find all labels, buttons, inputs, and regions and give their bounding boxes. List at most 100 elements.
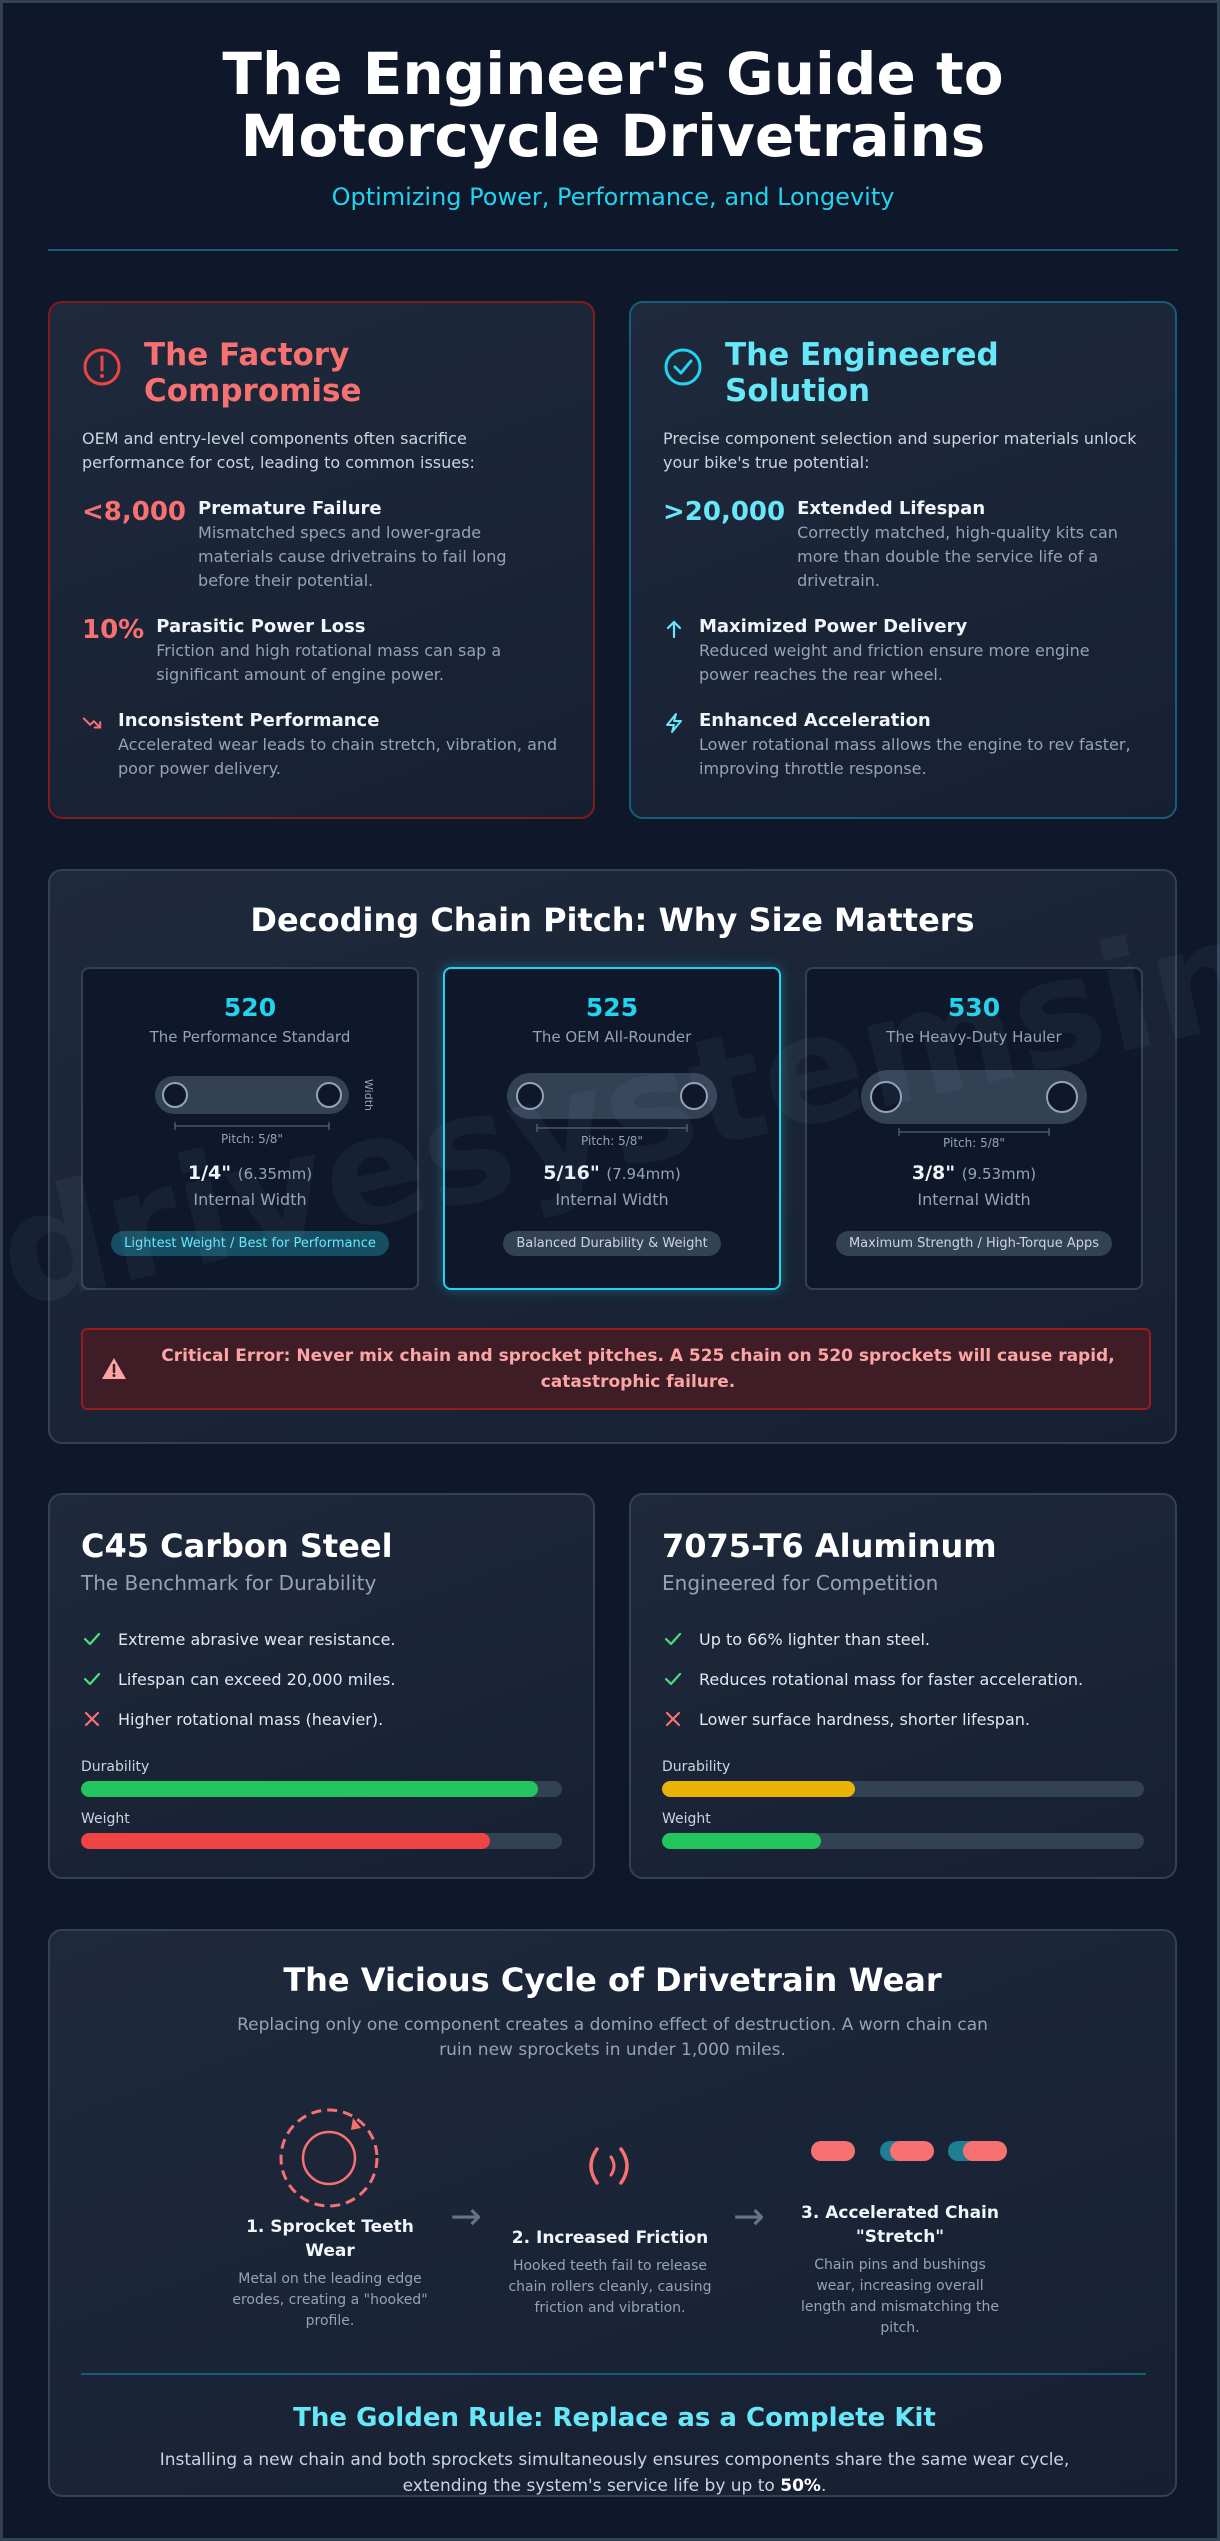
aluminum-title: 7075-T6 Aluminum <box>662 1527 997 1565</box>
aluminum-feature: Up to 66% lighter than steel. <box>662 1619 1144 1659</box>
steel-feature: Extreme abrasive wear resistance. <box>81 1619 562 1659</box>
aluminum-feature: Reduces rotational mass for faster accel… <box>662 1659 1144 1699</box>
factory-intro: OEM and entry-level components often sac… <box>82 429 475 472</box>
pitch-size-520: 520 <box>223 993 277 1022</box>
pitch-card-530: 530 The Heavy-Duty Hauler Pitch: 5/8" 3/… <box>805 967 1143 1290</box>
factory-item-failure: <8,000 Premature Failure Mismatched spec… <box>82 497 561 593</box>
aluminum-weight-label: Weight <box>662 1811 711 1827</box>
power-heading: Maximized Power Delivery <box>699 616 968 637</box>
pitch-label-525: Pitch: 5/8" <box>581 1134 643 1148</box>
aluminum-feature-text: Lower surface hardness, shorter lifespan… <box>699 1709 1030 1729</box>
step-3-heading: 3. Accelerated Chain "Stretch" <box>801 2203 999 2247</box>
lifespan-stat: >20,000 <box>663 497 786 527</box>
check-icon <box>664 1672 682 1686</box>
internal-width-label-525: Internal Width <box>555 1190 669 1209</box>
lightning-icon <box>666 713 682 733</box>
pitch-tag-520: Lightest Weight / Best for Performance <box>111 1231 389 1256</box>
factory-title: The Factory Compromise <box>144 337 362 409</box>
golden-rule-text: Installing a new chain and both sprocket… <box>155 2447 1075 2499</box>
factory-title-line-2: Compromise <box>144 373 362 409</box>
engineered-title-line-1: The Engineered <box>725 337 999 373</box>
lifespan-desc: Correctly matched, high-quality kits can… <box>797 523 1118 590</box>
power-loss-heading: Parasitic Power Loss <box>156 616 366 637</box>
aluminum-durability-fill <box>662 1781 855 1797</box>
golden-rule-title: The Golden Rule: Replace as a Complete K… <box>293 2403 936 2433</box>
friction-icon <box>589 2147 629 2185</box>
pitch-subtitle-520: The Performance Standard <box>149 1028 351 1046</box>
cycle-title: The Vicious Cycle of Drivetrain Wear <box>283 1961 942 1999</box>
pitch-width-530: 3/8" (9.53mm) <box>807 1162 1141 1184</box>
golden-rule: The Golden Rule: Replace as a Complete K… <box>50 2403 1179 2499</box>
cross-icon <box>84 1711 100 1727</box>
width-mm-525: (7.94mm) <box>606 1165 681 1183</box>
aluminum-weight-bar <box>662 1833 1144 1849</box>
pitch-card-520: 520 The Performance Standard Pitch: 5/8"… <box>81 967 419 1290</box>
cycle-step-2: 2. Increased Friction Hooked teeth fail … <box>505 2226 715 2319</box>
pitch-label-520: Pitch: 5/8" <box>221 1132 283 1146</box>
engineered-title-line-2: Solution <box>725 373 871 409</box>
engineered-solution-card: The Engineered Solution Precise componen… <box>629 301 1177 819</box>
check-icon <box>83 1672 101 1686</box>
width-value-525: 5/16" <box>543 1162 600 1184</box>
page-header: The Engineer's Guide to Motorcycle Drive… <box>48 43 1178 211</box>
header-divider <box>48 249 1178 251</box>
width-mm-530: (9.53mm) <box>961 1165 1037 1183</box>
cycle-subtitle: Replacing only one component creates a d… <box>237 2015 988 2060</box>
steel-subtitle: The Benchmark for Durability <box>81 1571 377 1595</box>
internal-width-label-520: Internal Width <box>193 1190 307 1209</box>
alert-circle-icon <box>83 348 121 386</box>
pitch-tag-530: Maximum Strength / High-Torque Apps <box>835 1231 1113 1256</box>
acceleration-desc: Lower rotational mass allows the engine … <box>699 735 1131 778</box>
steel-features: Extreme abrasive wear resistance. Lifesp… <box>81 1619 562 1739</box>
width-value-520: 1/4" <box>187 1162 232 1184</box>
golden-rule-body: Installing a new chain and both sprocket… <box>159 2450 1070 2496</box>
step-1-desc: Metal on the leading edge erodes, creati… <box>232 2271 428 2329</box>
title-line-1: The Engineer's Guide to <box>222 40 1004 108</box>
engineered-item-acceleration: Enhanced Acceleration Lower rotational m… <box>663 709 1143 781</box>
step-3-desc: Chain pins and bushings wear, increasing… <box>800 2257 1000 2336</box>
power-loss-stat: 10% <box>82 615 145 645</box>
internal-width-label-530: Internal Width <box>917 1190 1031 1209</box>
inconsistent-desc: Accelerated wear leads to chain stretch,… <box>118 735 558 778</box>
steel-feature-text: Extreme abrasive wear resistance. <box>118 1629 396 1649</box>
failure-heading: Premature Failure <box>198 498 382 519</box>
worn-sprocket-icon <box>279 2108 379 2208</box>
check-icon <box>664 1632 682 1646</box>
width-value-530: 3/8" <box>911 1162 956 1184</box>
power-desc: Reduced weight and friction ensure more … <box>699 641 1090 684</box>
vicious-cycle-section: The Vicious Cycle of Drivetrain Wear Rep… <box>48 1929 1177 2497</box>
steel-feature: Lifespan can exceed 20,000 miles. <box>81 1659 562 1699</box>
chain-link-530-diagram: Pitch: 5/8" <box>861 1070 1087 1148</box>
aluminum-weight-fill <box>662 1833 822 1849</box>
page-title: The Engineer's Guide to Motorcycle Drive… <box>48 43 1178 167</box>
steel-title: C45 Carbon Steel <box>81 1527 393 1565</box>
pitch-tag-525: Balanced Durability & Weight <box>503 1231 721 1256</box>
steel-durability-label: Durability <box>81 1759 150 1775</box>
pitch-width-525: 5/16" (7.94mm) <box>445 1162 779 1184</box>
arrow-right-icon: → <box>733 2194 765 2238</box>
aluminum-subtitle: Engineered for Competition <box>662 1571 939 1595</box>
aluminum-feature-text: Reduces rotational mass for faster accel… <box>699 1669 1084 1689</box>
factory-title-line-1: The Factory <box>144 337 350 373</box>
step-2-heading: 2. Increased Friction <box>511 2228 709 2248</box>
steel-feature-text: Higher rotational mass (heavier). <box>118 1709 384 1729</box>
lifespan-heading: Extended Lifespan <box>797 498 986 519</box>
pitch-label-530: Pitch: 5/8" <box>943 1136 1005 1148</box>
arrow-up-icon <box>666 620 682 639</box>
engineered-item-power: Maximized Power Delivery Reduced weight … <box>663 615 1143 687</box>
chain-pitch-section: Decoding Chain Pitch: Why Size Matters 5… <box>48 869 1177 1444</box>
material-card-aluminum: 7075-T6 Aluminum Engineered for Competit… <box>629 1493 1177 1879</box>
width-label-520: Width <box>362 1079 375 1111</box>
pitch-width-520: 1/4" (6.35mm) <box>83 1162 417 1184</box>
chain-stretch-icon <box>811 2141 1007 2161</box>
chain-link-525-diagram: Pitch: 5/8" <box>507 1073 717 1148</box>
pitch-card-525: 525 The OEM All-Rounder Pitch: 5/8" 5/16… <box>443 967 781 1290</box>
step-1-heading: 1. Sprocket Teeth Wear <box>246 2217 414 2261</box>
steel-durability-fill <box>81 1781 538 1797</box>
steel-durability-bar <box>81 1781 562 1797</box>
engineered-item-lifespan: >20,000 Extended Lifespan Correctly matc… <box>663 497 1143 593</box>
steel-weight-bar <box>81 1833 562 1849</box>
golden-rule-highlight: 50% <box>780 2476 821 2496</box>
critical-error-alert: Critical Error: Never mix chain and spro… <box>81 1328 1151 1410</box>
